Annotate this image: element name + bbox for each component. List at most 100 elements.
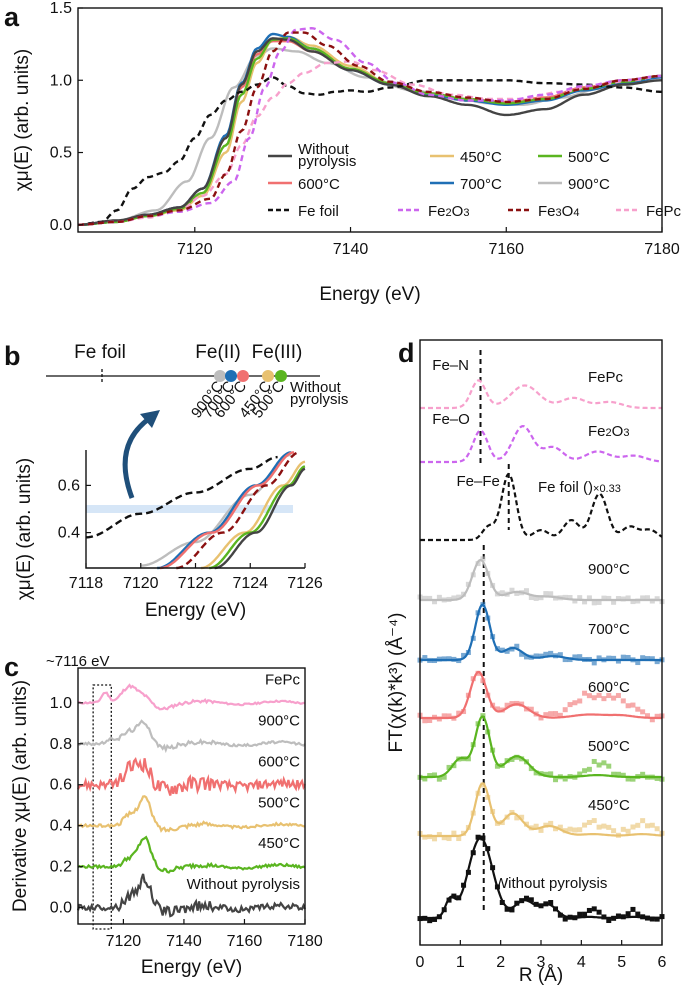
panel-d-point-c700 <box>538 653 544 659</box>
panel-d-point-without_pyrolysis <box>441 907 447 913</box>
panel-d-point-c700 <box>446 656 452 662</box>
panel-d-point-c450 <box>490 808 496 814</box>
panel-c-series-without_pyrolysis <box>76 873 307 918</box>
panel-d-point-c600 <box>625 703 631 709</box>
panel-d-series-label-c700: 700°C <box>588 621 630 638</box>
panel-d-point-c450 <box>553 826 559 832</box>
panel-c-series-label-c900: 900°C <box>258 712 300 729</box>
panel-d-point-c500 <box>427 773 433 779</box>
panel-d-point-without_pyrolysis <box>494 884 500 890</box>
panel-d-point-c900 <box>543 591 549 597</box>
panel-d-series-label-c900: 900°C <box>588 561 630 578</box>
panel-d-point-without_pyrolysis <box>490 865 496 871</box>
panel-d-point-without_pyrolysis <box>461 882 467 888</box>
panel-d-point-c700 <box>475 610 481 616</box>
panel-c-series-label-without_pyrolysis: Without pyrolysis <box>187 876 300 893</box>
panel-d-point-c700 <box>432 658 438 664</box>
panel-d-point-without_pyrolysis <box>601 914 607 920</box>
panel-d-point-c600 <box>630 702 636 708</box>
panel-d-point-c700 <box>451 656 457 662</box>
panel-d-series-label-fe_foil-part: Fe foil ( <box>538 479 588 496</box>
panel-d-point-c900 <box>436 594 442 600</box>
panel-d-point-c900 <box>654 596 660 602</box>
panel-d-series-label-c600: 600°C <box>588 679 630 696</box>
panel-d-point-c600 <box>533 711 539 717</box>
panel-d-xtick-label: 6 <box>658 954 667 971</box>
panel-a-legend-label-fe2o3-part: O <box>452 203 464 220</box>
panel-d-point-c450 <box>485 794 491 800</box>
panel-b-marker-label-without_pyrolysis: Without <box>290 379 342 396</box>
panel-b-arrow <box>122 415 152 499</box>
panel-d-point-c900 <box>567 595 573 601</box>
panel-d-point-c500 <box>494 763 500 769</box>
panel-c-series-c900 <box>77 719 306 754</box>
panel-d-point-c450 <box>422 834 428 840</box>
panel-d-point-c500 <box>528 766 534 772</box>
panel-d-point-c900 <box>611 599 617 605</box>
panel-d-point-without_pyrolysis <box>625 911 631 917</box>
panel-d-point-c700 <box>461 652 467 658</box>
panel-d-point-c900 <box>615 596 621 602</box>
panel-b-series-c700 <box>157 451 292 570</box>
panel-d-point-c900 <box>596 599 602 605</box>
panel-d-point-c900 <box>557 595 563 601</box>
panel-c-series-label-c500: 450°C <box>258 835 300 852</box>
panel-d-point-without_pyrolysis <box>514 900 520 906</box>
panel-d-point-without_pyrolysis <box>523 895 529 901</box>
panel-d-series-label-c600-part: 600°C <box>588 679 630 696</box>
panel-d-point-c900 <box>490 582 496 588</box>
panel-d-point-c500 <box>436 776 442 782</box>
panel-d-point-without_pyrolysis <box>567 914 573 920</box>
panel-d-point-c600 <box>572 700 578 706</box>
panel-d-point-c700 <box>630 657 636 663</box>
panel-c-ytick-label: 0.8 <box>50 736 72 753</box>
panel-d-point-c500 <box>480 713 486 719</box>
panel-b-series-fe_foil <box>86 455 278 539</box>
panel-d-point-without_pyrolysis <box>649 916 655 922</box>
panel-d-point-c600 <box>640 709 646 715</box>
panel-d-point-c500 <box>490 747 496 753</box>
panel-d-point-without_pyrolysis <box>596 909 602 915</box>
panel-d-point-c900 <box>528 595 534 601</box>
panel-d-series-label-c700-part: 700°C <box>588 621 630 638</box>
panel-d-point-c500 <box>422 776 428 782</box>
panel-d-point-c700 <box>543 651 549 657</box>
panel-d-point-c500 <box>601 760 607 766</box>
panel-d-point-c500 <box>591 758 597 764</box>
panel-d-point-without_pyrolysis <box>499 899 505 905</box>
panel-d-bond-label-1: Fe–O <box>432 411 470 428</box>
panel-d-point-c700 <box>485 615 491 621</box>
panel-d-point-without_pyrolysis <box>485 846 491 852</box>
panel-d-point-without_pyrolysis <box>611 915 617 921</box>
panel-d-point-c500 <box>499 763 505 769</box>
panel-d-point-c600 <box>567 702 573 708</box>
panel-d-point-c900 <box>620 596 626 602</box>
panel-d-point-c500 <box>596 762 602 768</box>
panel-d-point-c450 <box>606 824 612 830</box>
panel-d-point-c450 <box>509 809 515 815</box>
panel-d-point-c450 <box>504 814 510 820</box>
panel-b-marker-c450 <box>262 370 274 382</box>
panel-d-point-c450 <box>441 835 447 841</box>
panel-b-xtick-label: 7118 <box>69 575 104 592</box>
panel-d-point-c500 <box>446 764 452 770</box>
panel-d-series-label-fe_foil-part: ×0.33 <box>593 483 621 495</box>
panel-d-point-without_pyrolysis <box>615 913 621 919</box>
panel-d-series-label-fe2o3-part: O <box>612 423 624 440</box>
panel-d-point-c700 <box>615 658 621 664</box>
panel-d-point-c700 <box>456 658 462 664</box>
panel-d-point-c900 <box>480 556 486 562</box>
panel-d-point-c900 <box>577 595 583 601</box>
panel-d-point-c600 <box>465 692 471 698</box>
panel-d-point-c700 <box>562 657 568 663</box>
panel-d-series-label-without_pyrolysis-part: Without pyrolysis <box>494 875 607 892</box>
panel-b-fe3-label: Fe(III) <box>252 342 303 363</box>
panel-d-point-c500 <box>461 756 467 762</box>
panel-d-point-c600 <box>456 710 462 716</box>
panel-d-point-c600 <box>635 706 641 712</box>
panel-b-arrow-head <box>140 410 160 428</box>
panel-d-point-c500 <box>432 772 438 778</box>
panel-a-legend-label-fe3o4-part: Fe <box>538 203 556 220</box>
panel-d-point-c700 <box>586 656 592 662</box>
panel-d-point-c500 <box>649 774 655 780</box>
